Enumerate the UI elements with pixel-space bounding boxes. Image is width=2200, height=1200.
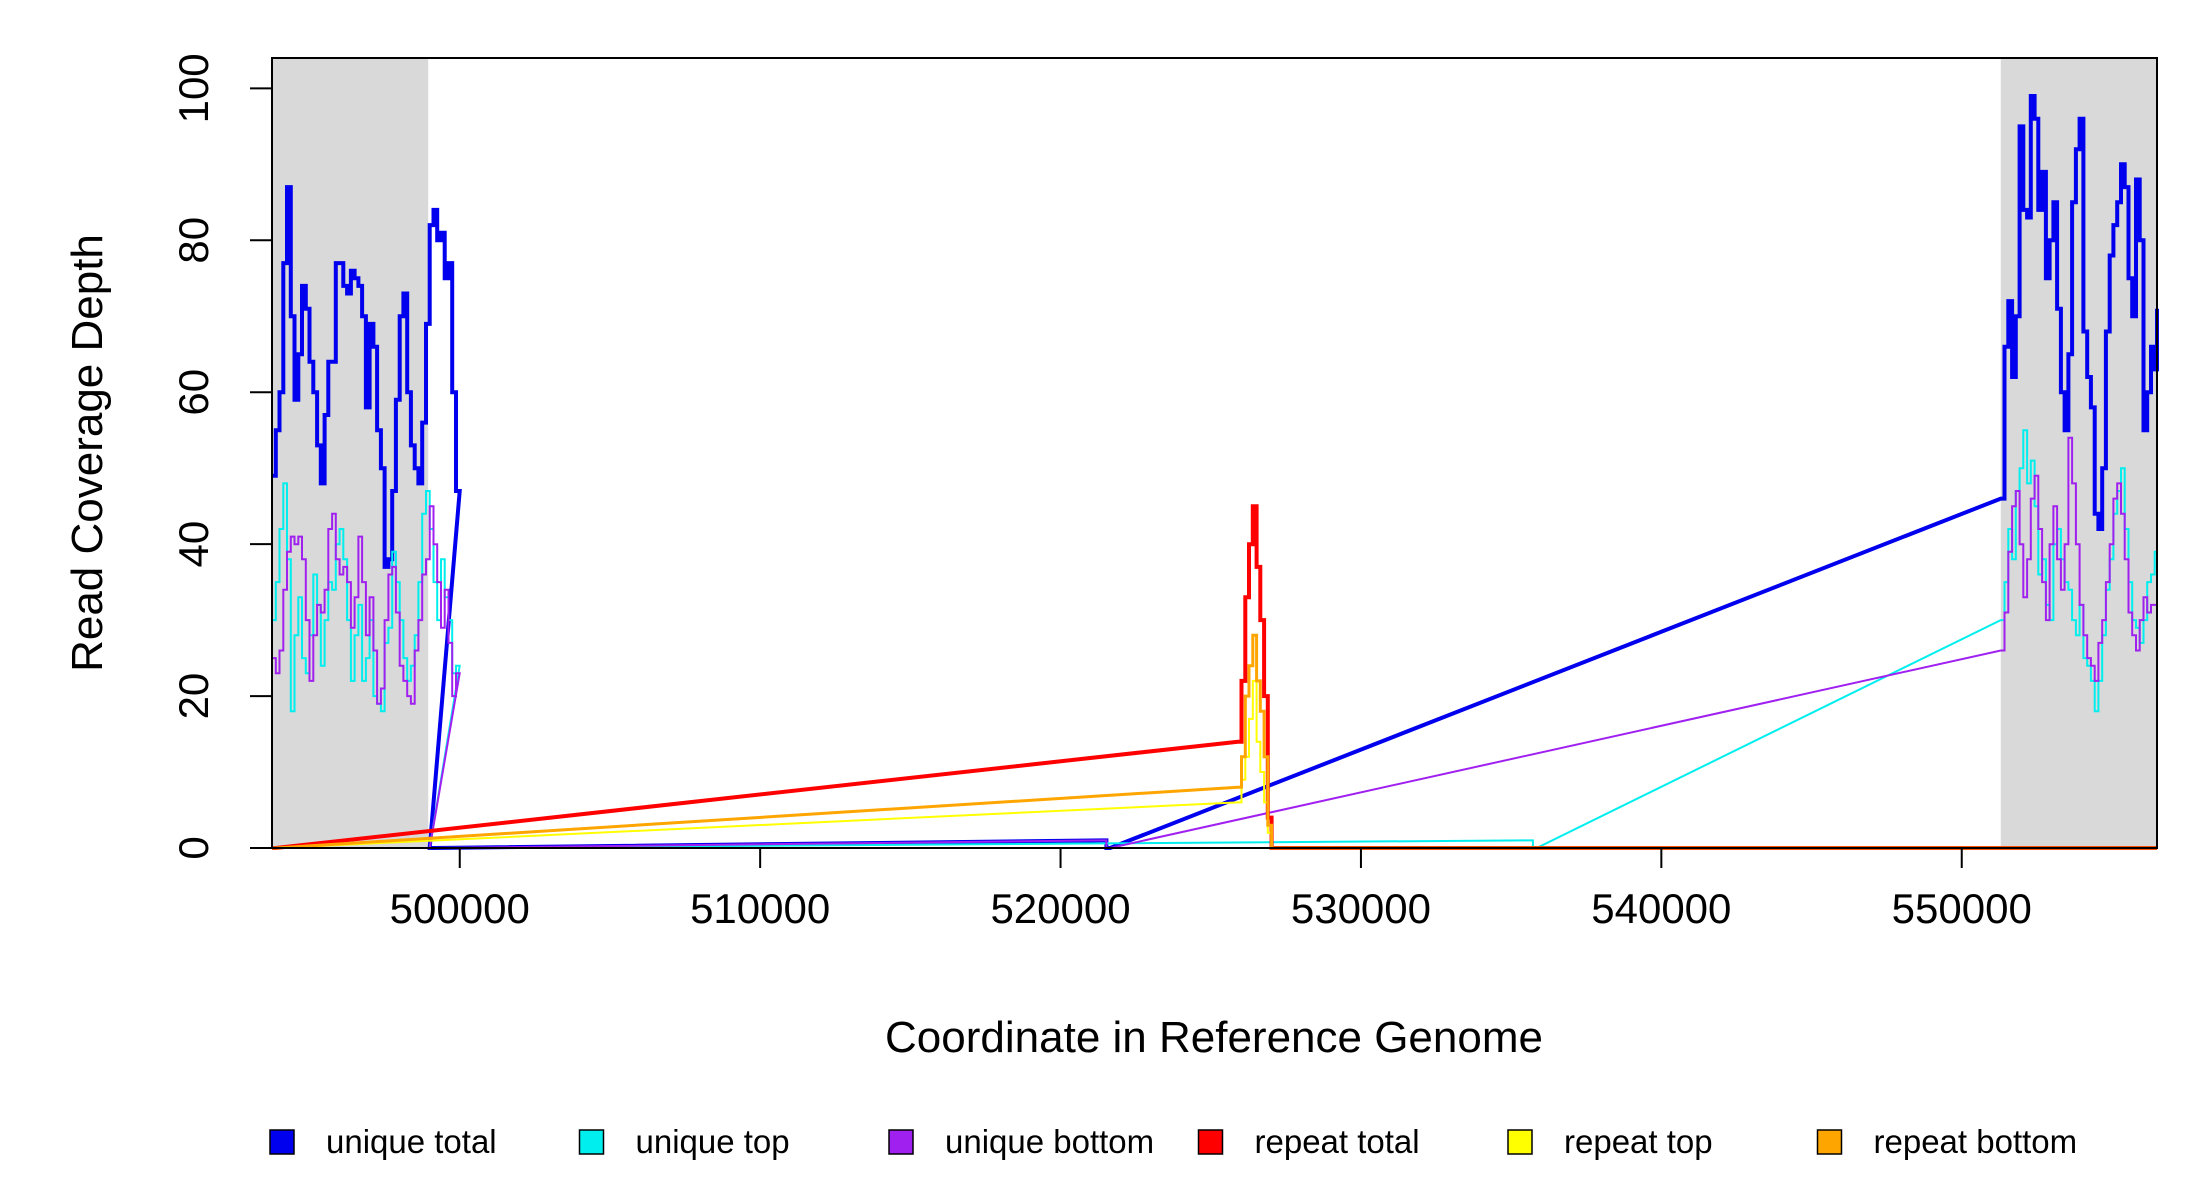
x-tick-label: 500000 bbox=[390, 885, 530, 932]
legend-label: unique total bbox=[326, 1123, 497, 1160]
plot-frame bbox=[271, 57, 2158, 849]
y-tick-label: 20 bbox=[170, 673, 217, 720]
y-tick-label: 40 bbox=[170, 521, 217, 568]
legend-label: unique bottom bbox=[945, 1123, 1154, 1160]
y-tick-label: 0 bbox=[170, 836, 217, 859]
x-tick-label: 530000 bbox=[1291, 885, 1431, 932]
y-tick-label: 80 bbox=[170, 217, 217, 264]
series-line-unique-total bbox=[272, 94, 2159, 850]
x-tick-label: 520000 bbox=[990, 885, 1130, 932]
legend-swatch bbox=[1507, 1129, 1533, 1155]
y-tick-label: 60 bbox=[170, 369, 217, 416]
series-line-repeat-total bbox=[272, 504, 2157, 850]
series-line-unique-bottom bbox=[272, 436, 2157, 849]
legend-swatch bbox=[888, 1129, 914, 1155]
y-tick-label: 100 bbox=[170, 53, 217, 123]
series-lines bbox=[272, 94, 2159, 850]
legend-label: repeat total bbox=[1255, 1123, 1420, 1160]
series-line-unique-top bbox=[272, 429, 2157, 849]
x-tick-label: 550000 bbox=[1892, 885, 2032, 932]
legend-swatch bbox=[1816, 1129, 1843, 1155]
x-axis-title: Coordinate in Reference Genome bbox=[885, 1013, 1543, 1062]
x-tick-label: 540000 bbox=[1591, 885, 1731, 932]
legend-swatch bbox=[578, 1129, 605, 1155]
shaded-regions bbox=[272, 58, 2157, 848]
series-line-repeat-top bbox=[272, 679, 2157, 849]
shaded-region-1 bbox=[272, 58, 429, 848]
y-axis-title: Read Coverage Depth bbox=[63, 234, 112, 672]
legend-swatch bbox=[1197, 1129, 1224, 1155]
legend-label: repeat top bbox=[1564, 1123, 1713, 1160]
legend-label: unique top bbox=[636, 1123, 790, 1160]
x-tick-label: 510000 bbox=[690, 885, 830, 932]
legend-label: repeat bottom bbox=[1874, 1123, 2078, 1160]
legend: unique total unique top unique bottom repea… bbox=[269, 1123, 2078, 1160]
legend-swatch bbox=[269, 1129, 295, 1155]
series-line-repeat-bottom bbox=[272, 633, 2157, 850]
axes: 500000 510000 520000 530000 540000 550000 0 20 4… bbox=[170, 53, 2032, 932]
